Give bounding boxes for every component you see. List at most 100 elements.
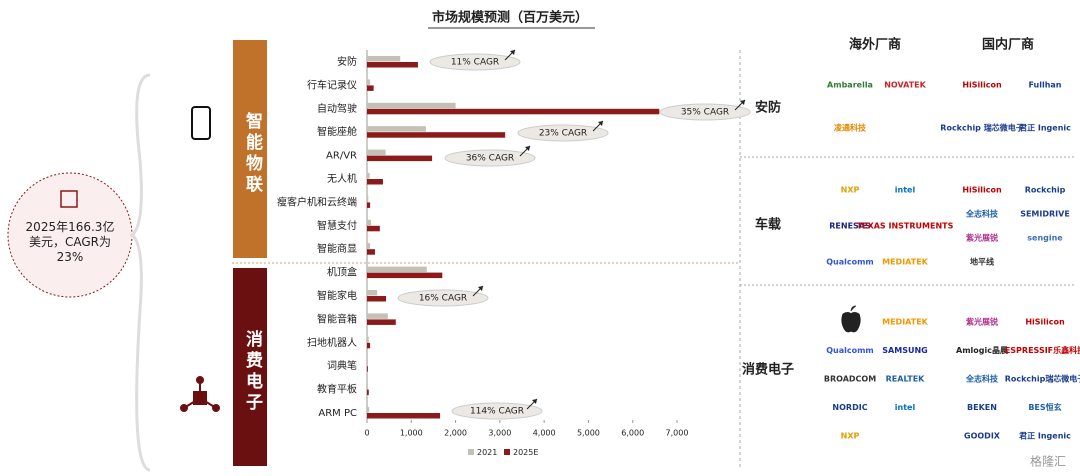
vendor-logo: NORDIC (832, 403, 867, 412)
segment-label: 消费电子 (742, 362, 794, 378)
bar (367, 85, 374, 91)
bar (367, 319, 396, 325)
x-tick-label: 5,000 (577, 429, 600, 438)
vendor-logo: Rockchip (1025, 186, 1066, 195)
vendor-logo: sengine (1027, 234, 1063, 243)
vendor-logo: Rockchip 瑞芯微电子 (940, 123, 1023, 133)
annotation: 114% CAGR (470, 407, 524, 417)
bar (367, 102, 456, 109)
bar (367, 342, 371, 349)
x-tick-label: 7,000 (666, 429, 689, 438)
vendor-logo: 紫光展锐 (966, 233, 998, 243)
segment-label: 车载 (755, 217, 781, 233)
x-tick-label: 0 (364, 429, 369, 438)
y-tick-label: 扫地机器人 (307, 336, 357, 349)
bar (367, 179, 383, 185)
annotation-arrowhead (525, 146, 530, 151)
vendor-logo: Qualcomm (826, 346, 874, 355)
bar (367, 173, 370, 179)
vendor-logo: 凌通科技 (834, 123, 867, 133)
vendor-logo: SEMIDRIVE (1020, 210, 1070, 219)
y-tick-label: AR/VR (326, 151, 357, 162)
y-tick-label: 词典笔 (327, 359, 357, 372)
vendor-logo: GOODIX (964, 432, 1001, 441)
annotation-arrowhead (510, 50, 515, 55)
bar (367, 108, 660, 115)
annotation-bubble (517, 124, 609, 142)
legend-swatch (504, 449, 510, 455)
bar (367, 126, 426, 132)
vendor-logo: MEDIATEK (882, 318, 929, 327)
x-tick-label: 1,000 (400, 429, 423, 438)
vendor-logo: Rockchip瑞芯微电子 (1005, 374, 1080, 384)
vendor-logo: HiSilicon (962, 81, 1002, 90)
annotation: 23% CAGR (539, 129, 587, 139)
annotation-arrowhead (532, 399, 537, 404)
y-tick-label: 机顶盒 (327, 266, 357, 279)
vendor-logo: Qualcomm (826, 258, 874, 267)
annotation-bubble (659, 103, 751, 121)
chart-title: 市场规模预测（百万美元） (432, 10, 588, 26)
vendor-logo: BEKEN (967, 403, 997, 412)
annotation-arrowhead (478, 286, 483, 291)
chip-icon (60, 190, 78, 208)
y-tick-label: 安防 (337, 55, 357, 68)
segment-label: 安防 (755, 100, 781, 116)
y-tick-label: 智能家电 (317, 289, 357, 302)
bar (367, 196, 369, 202)
bar (367, 62, 418, 68)
bar (367, 389, 369, 396)
vendor-logo: NOVATEK (884, 81, 926, 90)
annotation-bubble (429, 53, 521, 71)
vendor-logo: Ambarella (827, 81, 873, 90)
x-tick-label: 3,000 (488, 429, 511, 438)
legend-label: 2021 (477, 448, 497, 457)
bar (367, 313, 388, 319)
vendor-logo: BES恒玄 (1028, 402, 1061, 412)
y-tick-label: 智能座舱 (317, 125, 357, 138)
bar (367, 243, 371, 249)
y-tick-label: 智能音箱 (317, 312, 357, 325)
vendor-logo: TEXAS INSTRUMENTS (857, 222, 954, 231)
bar (367, 155, 433, 162)
vendor-logo: intel (895, 186, 916, 195)
vendor-logo: 君正 Ingenic (1018, 124, 1071, 133)
watermark: 格隆汇 (1030, 454, 1066, 469)
bar (367, 366, 368, 372)
annotation: 36% CAGR (466, 154, 514, 164)
vendor-logo: HiSilicon (962, 186, 1002, 195)
annotation-bubble (451, 402, 543, 420)
phone-icon (191, 106, 211, 140)
vendor-logo: 地平线 (970, 257, 994, 267)
bar (367, 407, 370, 413)
group-box (233, 268, 267, 466)
bar (367, 79, 371, 85)
vendor-logo: HiSilicon (1025, 318, 1065, 327)
y-tick-label: 自动驾驶 (317, 102, 357, 115)
vendor-logo: 全志科技 (965, 209, 999, 219)
y-tick-label: 智能商显 (317, 242, 357, 255)
annotation-arrowhead (740, 100, 745, 105)
annotation: 16% CAGR (419, 294, 467, 304)
vendor-logo: SAMSUNG (882, 346, 927, 355)
annotation-bubble (444, 149, 536, 167)
bar (367, 413, 441, 419)
vendor-logo: NXP (841, 432, 860, 441)
bar (367, 266, 427, 273)
bar (367, 290, 378, 296)
vendor-logo: REALTEK (886, 375, 926, 384)
bar (367, 272, 443, 279)
y-tick-label: 教育平板 (317, 383, 357, 396)
y-tick-label: ARM PC (318, 408, 357, 419)
group-label: 消费电子 (242, 330, 262, 414)
legend-swatch (468, 449, 474, 455)
bar (367, 219, 371, 226)
group-box (233, 40, 267, 258)
vendor-logo: ESPRESSIF乐鑫科技 (1005, 345, 1080, 355)
column-header: 国内厂商 (982, 37, 1034, 53)
bar (367, 360, 368, 366)
annotation: 35% CAGR (681, 108, 729, 118)
x-tick-label: 2,000 (444, 429, 467, 438)
